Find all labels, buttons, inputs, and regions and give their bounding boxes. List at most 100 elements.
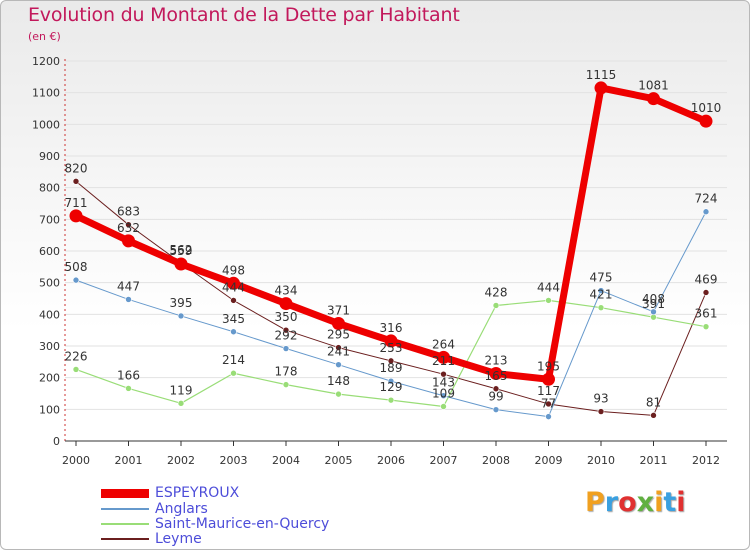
data-label-espeyroux: 711 (65, 196, 88, 210)
x-tick-label: 2005 (325, 454, 353, 467)
legend-swatch (101, 508, 149, 510)
logo-letter: i (676, 487, 686, 518)
logo-letter: t (663, 487, 677, 518)
x-tick-label: 2001 (115, 454, 143, 467)
data-label-anglars: 292 (275, 329, 298, 343)
data-point-espeyroux (332, 317, 345, 331)
logo-letter: P (585, 487, 605, 518)
chart-title: Evolution du Montant de la Dette par Hab… (28, 4, 460, 26)
data-label-espeyroux: 213 (485, 354, 508, 368)
data-label-espeyroux: 1081 (638, 79, 669, 93)
data-point-saint-maurice-en-quercy (597, 304, 605, 311)
data-point-leyme (597, 408, 605, 415)
data-point-espeyroux (647, 92, 660, 106)
data-point-saint-maurice-en-quercy (335, 390, 342, 398)
legend-label: Saint-Maurice-en-Quercy (155, 516, 330, 532)
data-point-espeyroux (122, 234, 135, 248)
data-label-leyme: 165 (485, 369, 508, 383)
data-point-leyme (492, 385, 500, 393)
data-label-leyme: 253 (380, 341, 403, 355)
data-point-saint-maurice-en-quercy (125, 385, 132, 392)
data-point-espeyroux (699, 114, 713, 128)
data-point-espeyroux (489, 367, 503, 381)
data-point-anglars (387, 377, 395, 385)
data-point-anglars (597, 287, 605, 294)
data-label-espeyroux: 1115 (586, 68, 617, 82)
data-label-leyme: 562 (170, 243, 193, 257)
data-label-espeyroux: 371 (327, 304, 350, 318)
data-label-espeyroux: 195 (537, 359, 560, 373)
data-label-leyme: 444 (222, 280, 245, 294)
x-tick-label: 2003 (220, 454, 248, 467)
data-label-espeyroux: 316 (380, 321, 403, 335)
data-point-espeyroux (69, 209, 83, 223)
legend-swatch (101, 488, 149, 498)
x-tick-label: 2010 (587, 454, 615, 467)
data-label-espeyroux: 434 (275, 284, 298, 298)
legend-label: Leyme (155, 531, 202, 547)
x-tick-label: 2007 (430, 454, 458, 467)
data-label-espeyroux: 632 (117, 221, 140, 235)
data-point-leyme (440, 370, 447, 378)
data-point-espeyroux (384, 334, 398, 348)
y-tick-label: 100 (39, 403, 60, 416)
x-tick-label: 2009 (535, 454, 563, 467)
data-point-leyme (702, 289, 710, 296)
data-point-saint-maurice-en-quercy (282, 381, 290, 388)
x-tick-label: 2011 (640, 454, 668, 467)
data-point-espeyroux (594, 81, 608, 95)
y-tick-label: 1200 (32, 55, 60, 68)
data-label-anglars: 99 (488, 390, 503, 404)
data-label-leyme: 295 (327, 328, 350, 342)
y-tick-label: 1100 (32, 87, 60, 100)
y-tick-label: 1000 (32, 118, 60, 131)
logo-letter: i (654, 487, 664, 518)
data-point-anglars (282, 345, 290, 352)
y-tick-label: 600 (39, 245, 60, 258)
data-point-anglars (72, 276, 80, 284)
data-label-leyme: 350 (275, 310, 298, 324)
data-point-espeyroux (279, 297, 293, 311)
data-point-anglars (545, 413, 552, 420)
data-label-anglars: 408 (642, 292, 665, 306)
x-tick-label: 2006 (377, 454, 405, 467)
data-label-saint-maurice-en-quercy: 166 (117, 368, 140, 382)
data-point-espeyroux (227, 276, 240, 290)
data-point-anglars (702, 208, 710, 216)
legend-label: ESPEYROUX (155, 485, 240, 501)
data-point-leyme (545, 400, 552, 408)
y-tick-label: 300 (39, 340, 60, 353)
y-tick-label: 800 (39, 182, 60, 195)
legend-item-saint-maurice-en-quercy: Saint-Maurice-en-Quercy (101, 516, 329, 532)
data-label-anglars: 143 (432, 376, 455, 390)
legend-item-espeyroux: ESPEYROUX (101, 485, 239, 501)
data-point-anglars (650, 308, 657, 316)
x-tick-label: 2000 (62, 454, 90, 467)
data-point-saint-maurice-en-quercy (702, 323, 710, 330)
data-label-saint-maurice-en-quercy: 444 (537, 280, 560, 294)
data-label-anglars: 77 (541, 397, 556, 411)
data-point-leyme (335, 344, 342, 351)
x-tick-label: 2004 (272, 454, 300, 467)
unit-label: (en €) (28, 30, 61, 43)
y-tick-label: 0 (53, 435, 60, 448)
data-label-anglars: 345 (222, 312, 245, 326)
data-point-espeyroux (174, 257, 188, 271)
data-label-saint-maurice-en-quercy: 391 (642, 297, 665, 311)
data-point-anglars (492, 406, 500, 413)
data-point-saint-maurice-en-quercy (177, 400, 185, 407)
data-label-saint-maurice-en-quercy: 428 (485, 285, 508, 299)
data-label-espeyroux: 498 (222, 263, 245, 277)
y-tick-label: 400 (39, 308, 60, 321)
data-point-leyme (387, 357, 395, 365)
data-point-anglars (440, 392, 447, 400)
legend-swatch (101, 538, 149, 540)
data-label-leyme: 211 (432, 354, 455, 368)
data-point-saint-maurice-en-quercy (72, 366, 80, 373)
y-tick-label: 900 (39, 150, 60, 163)
y-tick-label: 200 (39, 372, 60, 385)
data-label-espeyroux: 264 (432, 337, 455, 351)
data-label-leyme: 469 (695, 272, 718, 286)
data-label-anglars: 395 (170, 296, 193, 310)
